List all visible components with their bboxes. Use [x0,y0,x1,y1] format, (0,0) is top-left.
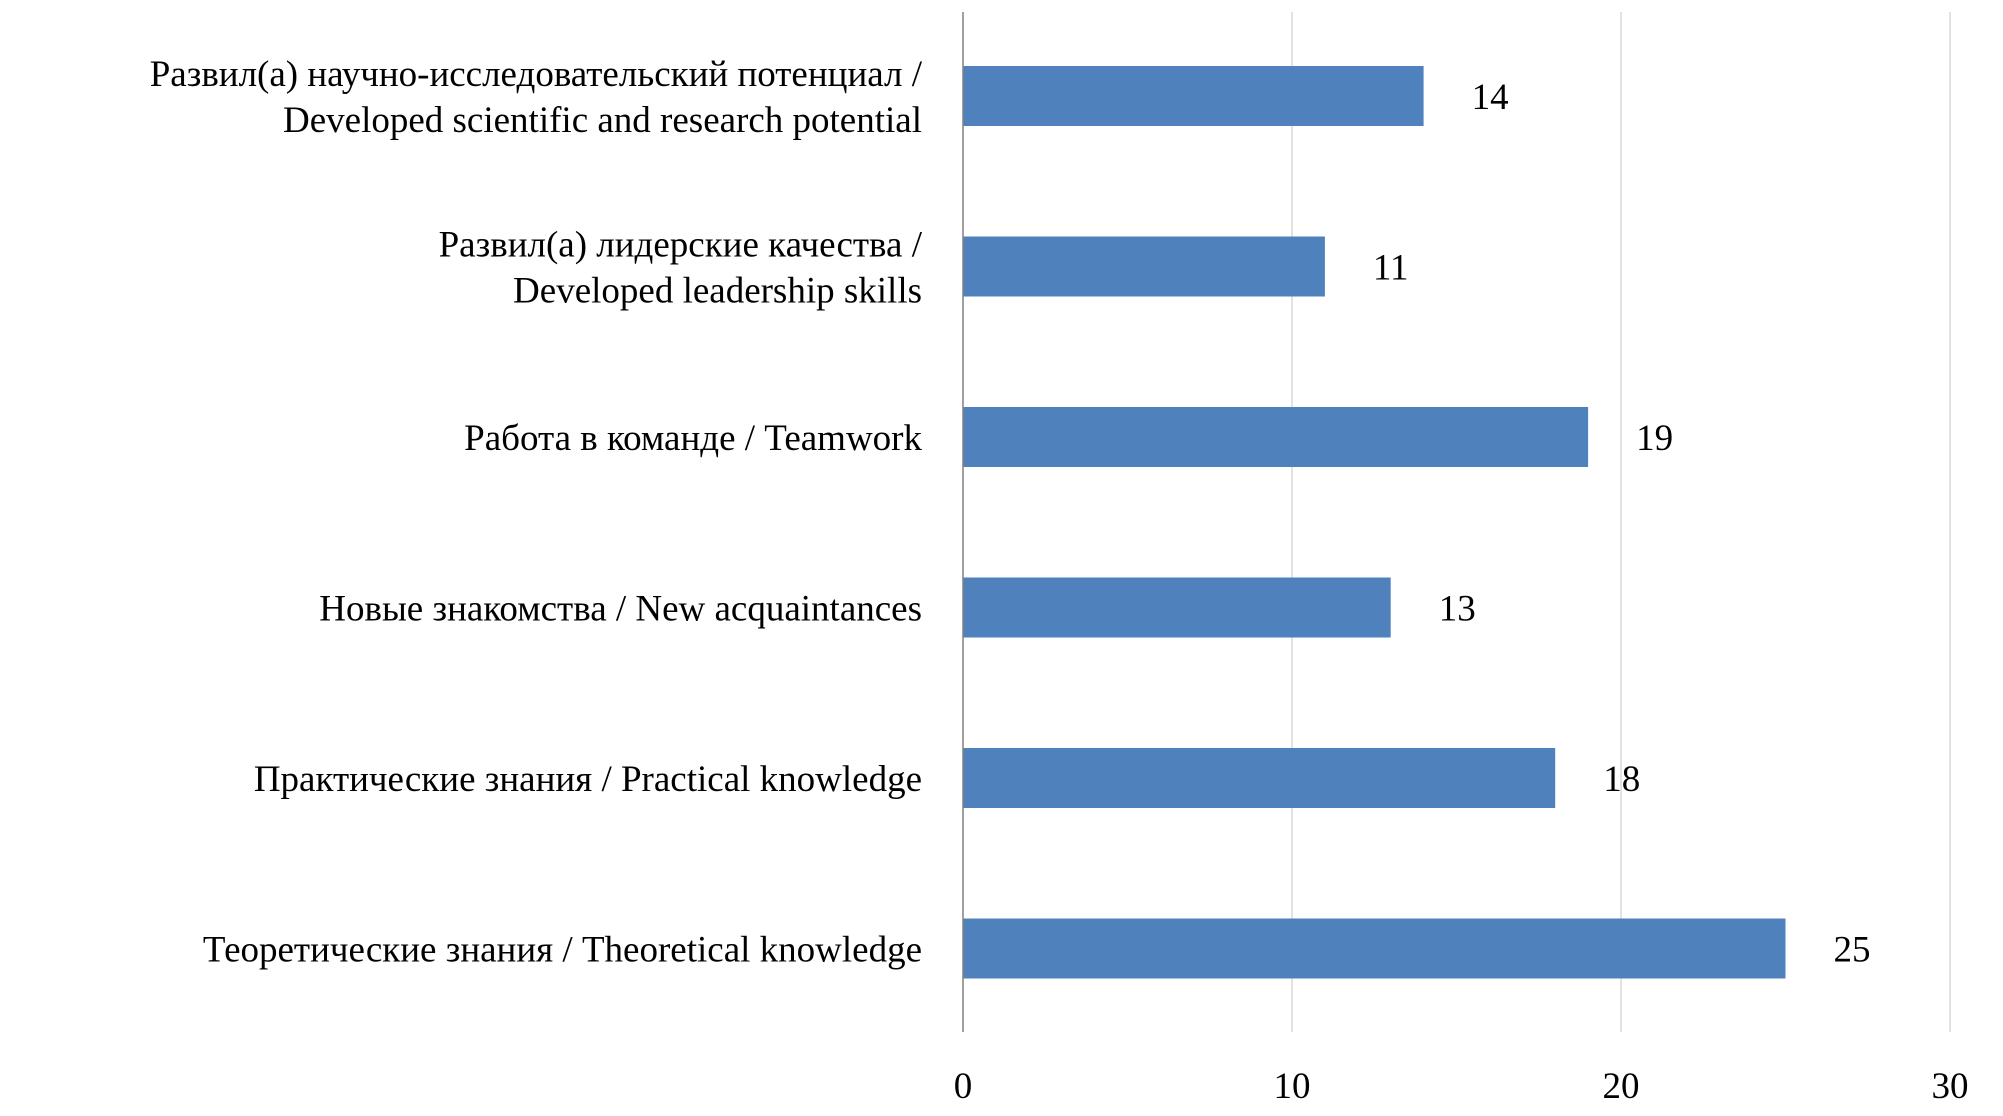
x-axis-tick-labels: 0 10 20 30 [954,1066,1969,1107]
category-label-1-line-0: Развил(а) лидерские качества / [439,225,923,266]
x-tick-label-30: 30 [1932,1066,1969,1107]
bar-4 [963,748,1556,808]
bars [963,66,1786,979]
category-label-1-line-1: Developed leadership skills [513,271,922,312]
bar-3 [963,577,1391,638]
category-label-4: Практические знания / Practical knowledg… [254,759,922,800]
category-label-3: Новые знакомства / New acquaintances [319,589,922,630]
category-label-2: Работа в команде / Teamwork [464,418,922,459]
data-labels: 14 11 19 13 18 25 [1373,77,1871,971]
category-label-5: Теоретические знания / Theoretical knowl… [203,930,922,971]
x-tick-label-10: 10 [1274,1066,1311,1107]
bar-5 [963,918,1786,979]
data-label-5: 25 [1834,930,1871,971]
category-label-0-line-1: Developed scientific and research potent… [283,100,922,141]
x-tick-label-20: 20 [1603,1066,1640,1107]
data-label-1: 11 [1373,248,1409,289]
bar-0 [963,66,1424,126]
x-tick-label-0: 0 [954,1066,973,1107]
bar-1 [963,236,1325,297]
category-labels: Развил(а) научно-исследовательский потен… [150,54,923,971]
data-label-0: 14 [1472,77,1509,118]
data-label-2: 19 [1636,418,1673,459]
gridlines [1291,12,1951,1032]
category-label-0-line-0: Развил(а) научно-исследовательский потен… [150,54,923,95]
data-label-4: 18 [1603,759,1640,800]
data-label-3: 13 [1439,589,1476,630]
bar-2 [963,407,1589,467]
